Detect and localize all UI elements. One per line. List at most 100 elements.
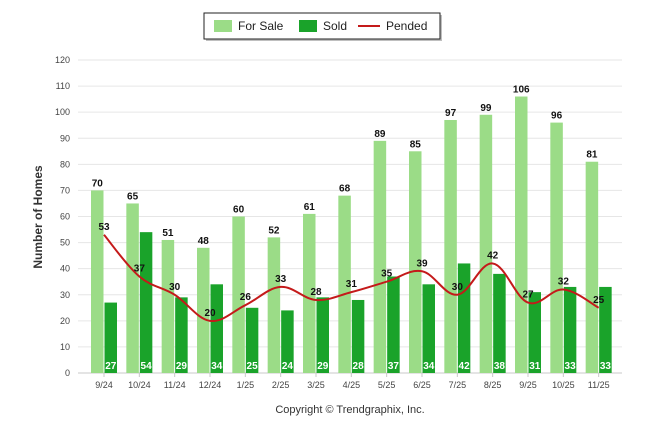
- y-tick-label: 30: [60, 290, 70, 300]
- copyright: Copyright © Trendgraphix, Inc.: [275, 404, 424, 416]
- bar-sold: [351, 299, 365, 373]
- y-tick-label: 60: [60, 212, 70, 222]
- label-pended: 39: [416, 258, 428, 269]
- label-sold: 33: [600, 361, 612, 372]
- label-pended: 20: [204, 308, 216, 319]
- bar-sold: [528, 292, 541, 373]
- label-sold: 29: [317, 361, 329, 372]
- bar-for-sale: [197, 247, 210, 373]
- y-tick-label: 120: [55, 55, 70, 65]
- label-sold: 38: [494, 361, 506, 372]
- x-tick-label: 7/25: [449, 380, 467, 390]
- bar-sold: [104, 302, 117, 373]
- x-tick-label: 11/24: [164, 380, 186, 390]
- label-for-sale: 61: [304, 202, 316, 213]
- bar-for-sale: [585, 161, 599, 373]
- label-pended: 42: [487, 250, 499, 261]
- label-pended: 32: [558, 277, 570, 288]
- x-tick-label: 6/25: [413, 380, 431, 390]
- x-tick-label: 11/25: [588, 380, 610, 390]
- bar-for-sale: [232, 216, 245, 373]
- label-sold: 25: [247, 361, 259, 372]
- bar-sold: [599, 286, 612, 373]
- y-tick-label: 0: [65, 368, 70, 378]
- y-tick-label: 70: [60, 185, 70, 195]
- bar-sold: [387, 276, 400, 373]
- x-tick-label: 10/25: [552, 380, 575, 390]
- x-tick-label: 1/25: [237, 380, 255, 390]
- legend-label-sold: Sold: [323, 19, 347, 33]
- label-pended: 25: [593, 295, 605, 306]
- bar-sold: [316, 297, 329, 373]
- legend-swatch-for-sale: [214, 20, 232, 32]
- bar-sold: [210, 284, 223, 373]
- x-tick-label: 10/24: [128, 380, 151, 390]
- label-for-sale: 60: [233, 205, 245, 216]
- legend-label-pended: Pended: [386, 19, 427, 33]
- label-sold: 33: [565, 361, 577, 372]
- label-sold: 27: [105, 361, 117, 372]
- data-labels: 70 27 65 54 51 29 48 34 60 25 52 24 61 29 68 28 89 37 85 34…: [92, 85, 612, 372]
- x-tick-label: 9/24: [95, 380, 113, 390]
- label-pended: 31: [346, 279, 358, 290]
- bar-sold: [457, 263, 471, 373]
- bar-for-sale: [91, 190, 104, 373]
- label-pended: 30: [452, 282, 464, 293]
- label-sold: 42: [459, 361, 471, 372]
- legend-swatch-sold: [299, 20, 317, 32]
- label-pended: 27: [522, 290, 534, 301]
- bar-sold: [139, 232, 153, 373]
- bar-for-sale: [444, 119, 457, 373]
- label-sold: 28: [353, 361, 365, 372]
- label-pended: 53: [98, 222, 110, 233]
- x-tick-label: 2/25: [272, 380, 290, 390]
- bar-for-sale: [338, 195, 351, 373]
- bar-sold: [563, 286, 577, 373]
- x-tick-label: 5/25: [378, 380, 396, 390]
- label-for-sale: 81: [586, 150, 598, 161]
- y-tick-label: 110: [56, 81, 70, 91]
- label-sold: 29: [176, 361, 188, 372]
- x-tick-label: 8/25: [484, 380, 502, 390]
- y-tick-label: 40: [60, 264, 70, 274]
- pended-series-line: [103, 234, 600, 322]
- label-for-sale: 106: [513, 85, 530, 96]
- bar-for-sale: [126, 203, 139, 373]
- label-for-sale: 96: [551, 111, 563, 122]
- label-for-sale: 48: [198, 236, 210, 247]
- bar-sold: [281, 310, 294, 373]
- label-pended: 26: [240, 292, 252, 303]
- x-tick-label: 3/25: [307, 380, 325, 390]
- label-for-sale: 89: [374, 129, 386, 140]
- x-tick-label: 4/25: [343, 380, 361, 390]
- label-pended: 33: [275, 274, 287, 285]
- x-axis-ticks: 9/24 10/24 11/24 12/24 1/25 2/25 3/25 4/25 5/25 6…: [95, 373, 610, 390]
- legend: For Sale Sold Pended: [203, 12, 442, 41]
- label-for-sale: 99: [480, 103, 492, 114]
- legend-label-for-sale: For Sale: [238, 19, 284, 33]
- bar-sold: [175, 297, 188, 373]
- label-for-sale: 97: [445, 108, 457, 119]
- bar-for-sale: [515, 96, 528, 374]
- label-sold: 34: [423, 361, 435, 372]
- x-tick-label: 9/25: [519, 380, 537, 390]
- label-sold: 54: [141, 361, 153, 372]
- y-tick-label: 20: [60, 316, 70, 326]
- label-for-sale: 51: [162, 228, 174, 239]
- bar-for-sale: [161, 239, 175, 373]
- label-for-sale: 68: [339, 184, 351, 195]
- label-pended: 28: [310, 287, 322, 298]
- y-tick-label: 90: [60, 133, 70, 143]
- label-for-sale: 85: [410, 139, 422, 150]
- label-sold: 37: [388, 361, 400, 372]
- bar-for-sale: [409, 151, 422, 373]
- label-sold: 31: [529, 361, 541, 372]
- label-for-sale: 65: [127, 191, 139, 202]
- label-for-sale: 52: [268, 225, 280, 236]
- label-sold: 24: [282, 361, 294, 372]
- y-axis-title: Number of Homes: [31, 165, 45, 269]
- label-pended: 30: [169, 282, 181, 293]
- bar-for-sale: [479, 114, 493, 374]
- y-tick-label: 100: [55, 107, 70, 117]
